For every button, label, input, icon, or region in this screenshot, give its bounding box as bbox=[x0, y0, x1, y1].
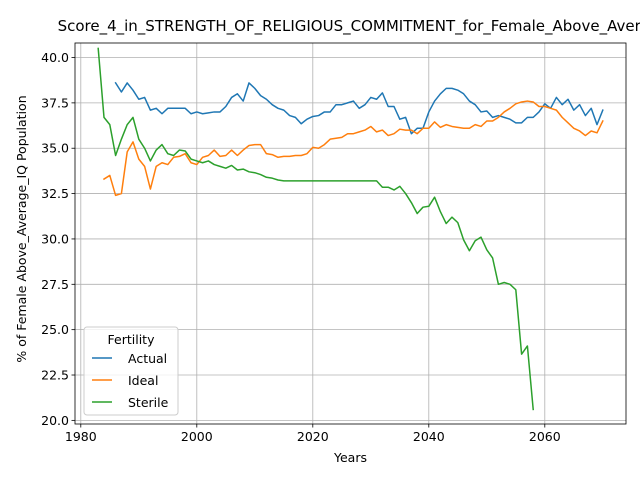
chart-title: Score_4_in_STRENGTH_OF_RELIGIOUS_COMMITM… bbox=[58, 17, 640, 36]
y-tick-label: 27.5 bbox=[41, 277, 69, 292]
y-tick-label: 25.0 bbox=[41, 322, 69, 337]
axis-ticks: 1980 2000 2020 2040 2060 20.0 22.5 25.0 27.5 30.0… bbox=[41, 50, 561, 444]
y-tick-label: 40.0 bbox=[41, 50, 69, 65]
y-tick-label: 30.0 bbox=[41, 231, 69, 246]
y-tick-label: 35.0 bbox=[41, 141, 69, 156]
series-lines bbox=[97, 47, 604, 411]
series-line-actual bbox=[114, 81, 604, 135]
x-axis-label: Years bbox=[333, 450, 367, 465]
legend-label-ideal: Ideal bbox=[128, 373, 158, 388]
y-tick-label: 37.5 bbox=[41, 95, 69, 110]
x-tick-label: 1980 bbox=[65, 429, 97, 444]
y-axis-label: % of Female Above_Average_IQ Population bbox=[14, 95, 29, 362]
series-line-sterile bbox=[97, 47, 535, 411]
legend: Fertility Actual Ideal Sterile bbox=[83, 326, 179, 416]
x-tick-label: 2060 bbox=[529, 429, 561, 444]
series-line-ideal bbox=[102, 100, 604, 197]
y-tick-label: 20.0 bbox=[41, 413, 69, 428]
y-tick-label: 22.5 bbox=[41, 368, 69, 383]
y-tick-label: 32.5 bbox=[41, 186, 69, 201]
legend-label-actual: Actual bbox=[128, 351, 167, 366]
legend-box bbox=[83, 326, 179, 416]
plot-frame bbox=[74, 42, 627, 425]
legend-title: Fertility bbox=[108, 332, 156, 347]
x-tick-label: 2040 bbox=[413, 429, 445, 444]
x-tick-label: 2000 bbox=[181, 429, 213, 444]
x-tick-label: 2020 bbox=[297, 429, 329, 444]
legend-label-sterile: Sterile bbox=[128, 395, 169, 410]
